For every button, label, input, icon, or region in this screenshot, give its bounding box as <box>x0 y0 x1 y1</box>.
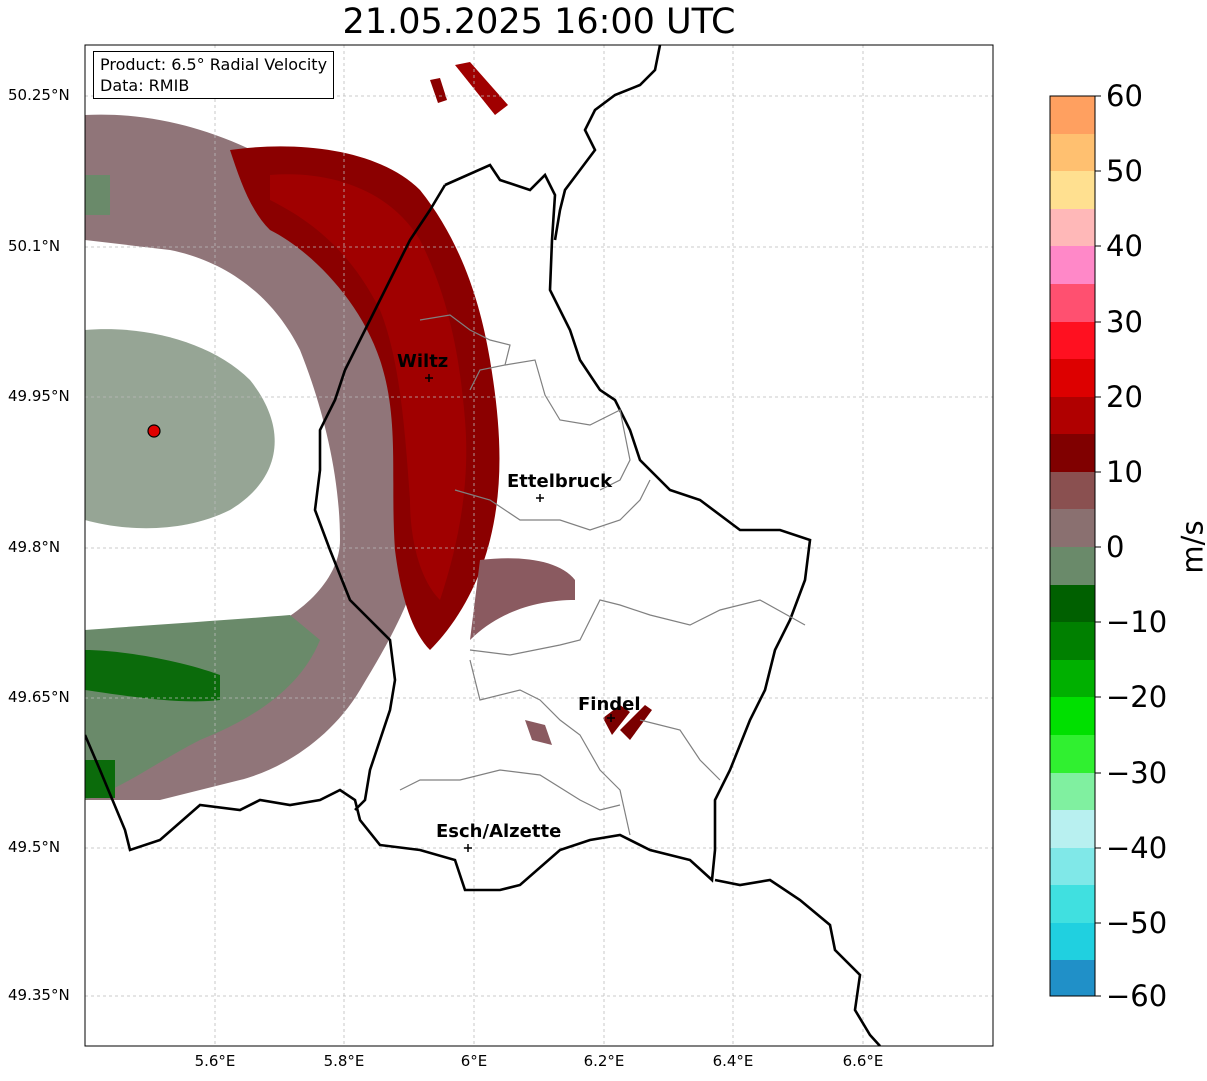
colorbar-tick: 40 <box>1106 229 1143 263</box>
lon-label: 6.2°E <box>583 1052 625 1070</box>
lat-label: 49.35°N <box>8 986 70 1004</box>
radar-echoes <box>85 62 652 800</box>
colorbar-tick: 60 <box>1106 79 1143 113</box>
colorbar-tick: 0 <box>1106 530 1125 564</box>
lon-label: 5.8°E <box>323 1052 365 1070</box>
colorbar-tick: −40 <box>1106 831 1168 865</box>
city-label-findel: Findel <box>578 694 641 715</box>
colorbar-tick: −10 <box>1106 605 1168 639</box>
product-text: Product: 6.5° Radial Velocity <box>100 55 328 74</box>
lat-label: 49.95°N <box>8 387 70 405</box>
canton-borders <box>399 314 806 836</box>
lat-label: 49.5°N <box>8 838 61 856</box>
lon-label: 6.4°E <box>712 1052 754 1070</box>
lat-label: 49.8°N <box>8 538 61 556</box>
city-markers <box>425 374 615 852</box>
colorbar <box>1049 95 1101 997</box>
colorbar-tick: −20 <box>1106 680 1168 714</box>
colorbar-tick: 30 <box>1106 305 1143 339</box>
colorbar-tick: 20 <box>1106 380 1143 414</box>
city-label-esch: Esch/Alzette <box>436 821 562 842</box>
city-label-ettelbruck: Ettelbruck <box>507 471 613 492</box>
colorbar-tick: 10 <box>1106 455 1143 489</box>
colorbar-tick: −50 <box>1106 906 1168 940</box>
city-label-wiltz: Wiltz <box>397 351 449 372</box>
colorbar-tick: 50 <box>1106 154 1143 188</box>
map-title: 21.05.2025 16:00 UTC <box>342 2 736 42</box>
lat-label: 49.65°N <box>8 688 70 706</box>
lon-label: 6°E <box>460 1052 488 1070</box>
lat-label: 50.25°N <box>8 86 70 104</box>
graticule <box>85 45 993 1046</box>
lon-label: 6.6°E <box>842 1052 884 1070</box>
lon-label: 5.6°E <box>194 1052 236 1070</box>
colorbar-tick: −30 <box>1106 756 1168 790</box>
country-borders <box>85 45 881 1046</box>
data-source-text: Data: RMIB <box>100 76 190 95</box>
radar-site-marker <box>147 424 161 438</box>
colorbar-tick: −60 <box>1106 979 1168 1013</box>
colorbar-unit-label: m/s <box>1175 520 1207 574</box>
info-box: Product: 6.5° Radial Velocity Data: RMIB <box>93 51 335 99</box>
lat-label: 50.1°N <box>8 237 61 255</box>
